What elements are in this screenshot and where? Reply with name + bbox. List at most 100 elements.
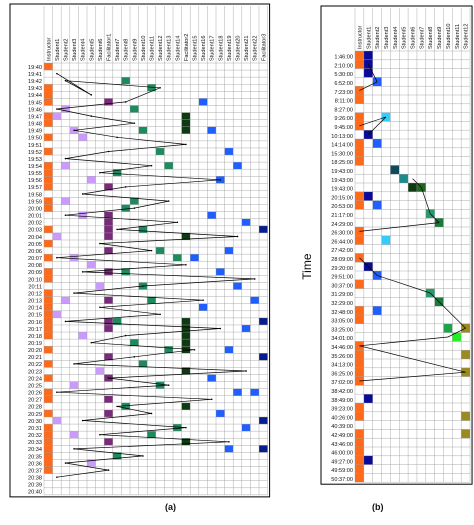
a-tick-label: 19:58 xyxy=(28,192,42,198)
a-cell xyxy=(233,388,242,396)
a-cell xyxy=(44,374,53,382)
b-cell xyxy=(355,156,364,166)
a-tick-label: 20:00 xyxy=(28,206,42,212)
a-cell xyxy=(173,254,182,262)
b-cell xyxy=(408,183,417,192)
a-transition-point xyxy=(142,455,144,457)
b-cell xyxy=(355,59,364,69)
a-cell xyxy=(233,162,242,170)
a-cell xyxy=(69,431,79,439)
a-column-label: Student13 xyxy=(167,35,173,61)
a-cell xyxy=(61,296,70,304)
b-cell xyxy=(355,447,364,456)
a-column-label: Student11 xyxy=(150,36,156,61)
a-tick-label: 20:14 xyxy=(28,306,42,312)
a-cell xyxy=(44,84,53,92)
a-transition-point xyxy=(133,207,136,209)
b-cell xyxy=(355,455,364,465)
a-transition-point xyxy=(64,320,67,323)
a-cell xyxy=(181,324,191,333)
a-transition-point xyxy=(236,235,239,238)
b-transition-line xyxy=(367,64,378,82)
b-tick-label: 19:43:00 xyxy=(331,187,353,193)
b-column-label: Student2 xyxy=(375,27,381,49)
a-tick-label: 20:05 xyxy=(28,242,42,248)
a-cell xyxy=(112,169,122,177)
a-transition-point xyxy=(167,384,170,386)
a-cell xyxy=(44,225,53,233)
a-cell xyxy=(259,317,268,325)
a-cell xyxy=(104,324,113,333)
a-transition-point xyxy=(159,86,161,89)
b-cell xyxy=(355,200,364,210)
a-transition-point xyxy=(219,327,222,330)
a-cell xyxy=(44,395,53,403)
b-column-label: Student3 xyxy=(384,27,390,49)
a-transition-point xyxy=(150,249,153,252)
a-transition-point xyxy=(167,200,170,202)
b-cell xyxy=(355,429,364,439)
a-column-label: Student1 xyxy=(55,39,61,61)
a-tick-label: 20:32 xyxy=(28,433,42,439)
a-tick-label: 20:02 xyxy=(28,221,42,227)
b-transition-line xyxy=(429,292,458,320)
a-column-label: Student3 xyxy=(72,39,78,61)
b-cell xyxy=(372,200,382,210)
a-cell xyxy=(44,424,53,432)
b-tick-label: 27:42:00 xyxy=(331,248,353,254)
a-cell xyxy=(224,247,234,255)
a-tick-label: 19:44 xyxy=(28,93,42,99)
b-tick-label: 19:43:00 xyxy=(331,169,353,175)
a-transition-point xyxy=(176,221,179,224)
a-tick-label: 20:09 xyxy=(28,270,42,276)
b-transition-line xyxy=(456,319,466,329)
panel-b: Instructor Student1 Student2 Student3 Studen… xyxy=(300,5,473,485)
a-cell xyxy=(61,105,70,113)
a-cell xyxy=(44,63,53,71)
a-tick-label: 20:21 xyxy=(28,355,42,361)
a-transition-point xyxy=(99,433,101,436)
a-cell xyxy=(207,374,216,382)
a-cell xyxy=(104,232,113,240)
b-tick-label: 21:17:00 xyxy=(331,213,353,219)
a-cell xyxy=(44,452,53,460)
a-transition-point xyxy=(73,129,75,132)
a-transition-point xyxy=(185,263,187,266)
a-transition-point xyxy=(116,136,118,139)
b-tick-label: 1:46:00 xyxy=(334,55,353,61)
b-tick-label: 8:27:00 xyxy=(334,107,353,113)
a-cell xyxy=(44,303,53,311)
a-cell xyxy=(216,409,225,417)
b-tick-label: 42:49:00 xyxy=(331,433,353,439)
a-tick-label: 19:49 xyxy=(28,129,42,135)
a-column-label: Facilitator1 xyxy=(107,34,113,61)
b-column-label: Student4 xyxy=(393,27,399,49)
b-column-label: Student10 xyxy=(446,23,452,49)
a-cell xyxy=(181,438,191,446)
a-tick-label: 20:01 xyxy=(28,214,42,220)
a-column-label: Student9 xyxy=(132,39,138,61)
a-column-label: Student20 xyxy=(236,35,242,61)
a-cell xyxy=(61,197,70,205)
a-tick-label: 19:48 xyxy=(28,122,42,128)
a-tick-label: 20:18 xyxy=(28,334,42,340)
b-tick-label: 43:46:00 xyxy=(331,442,353,448)
a-tick-label: 19:59 xyxy=(28,199,42,205)
a-transition-point xyxy=(107,377,110,379)
a-transition-point xyxy=(193,348,196,351)
b-tick-label: 6:52:00 xyxy=(334,81,353,87)
b-cell xyxy=(452,332,462,342)
a-tick-label: 20:03 xyxy=(28,228,42,234)
b-tick-label: 2:10:00 xyxy=(334,63,353,69)
b-cell xyxy=(461,350,471,359)
a-tick-label: 20:06 xyxy=(28,249,42,255)
a-cell xyxy=(52,112,62,120)
a-cell xyxy=(259,445,268,453)
a-cell xyxy=(224,445,234,453)
b-cell xyxy=(443,323,453,333)
a-cell xyxy=(44,324,53,333)
a-cell xyxy=(138,225,148,233)
b-tick-label: 10:13:00 xyxy=(331,134,353,140)
a-cell xyxy=(44,112,53,120)
a-cell xyxy=(44,431,53,439)
